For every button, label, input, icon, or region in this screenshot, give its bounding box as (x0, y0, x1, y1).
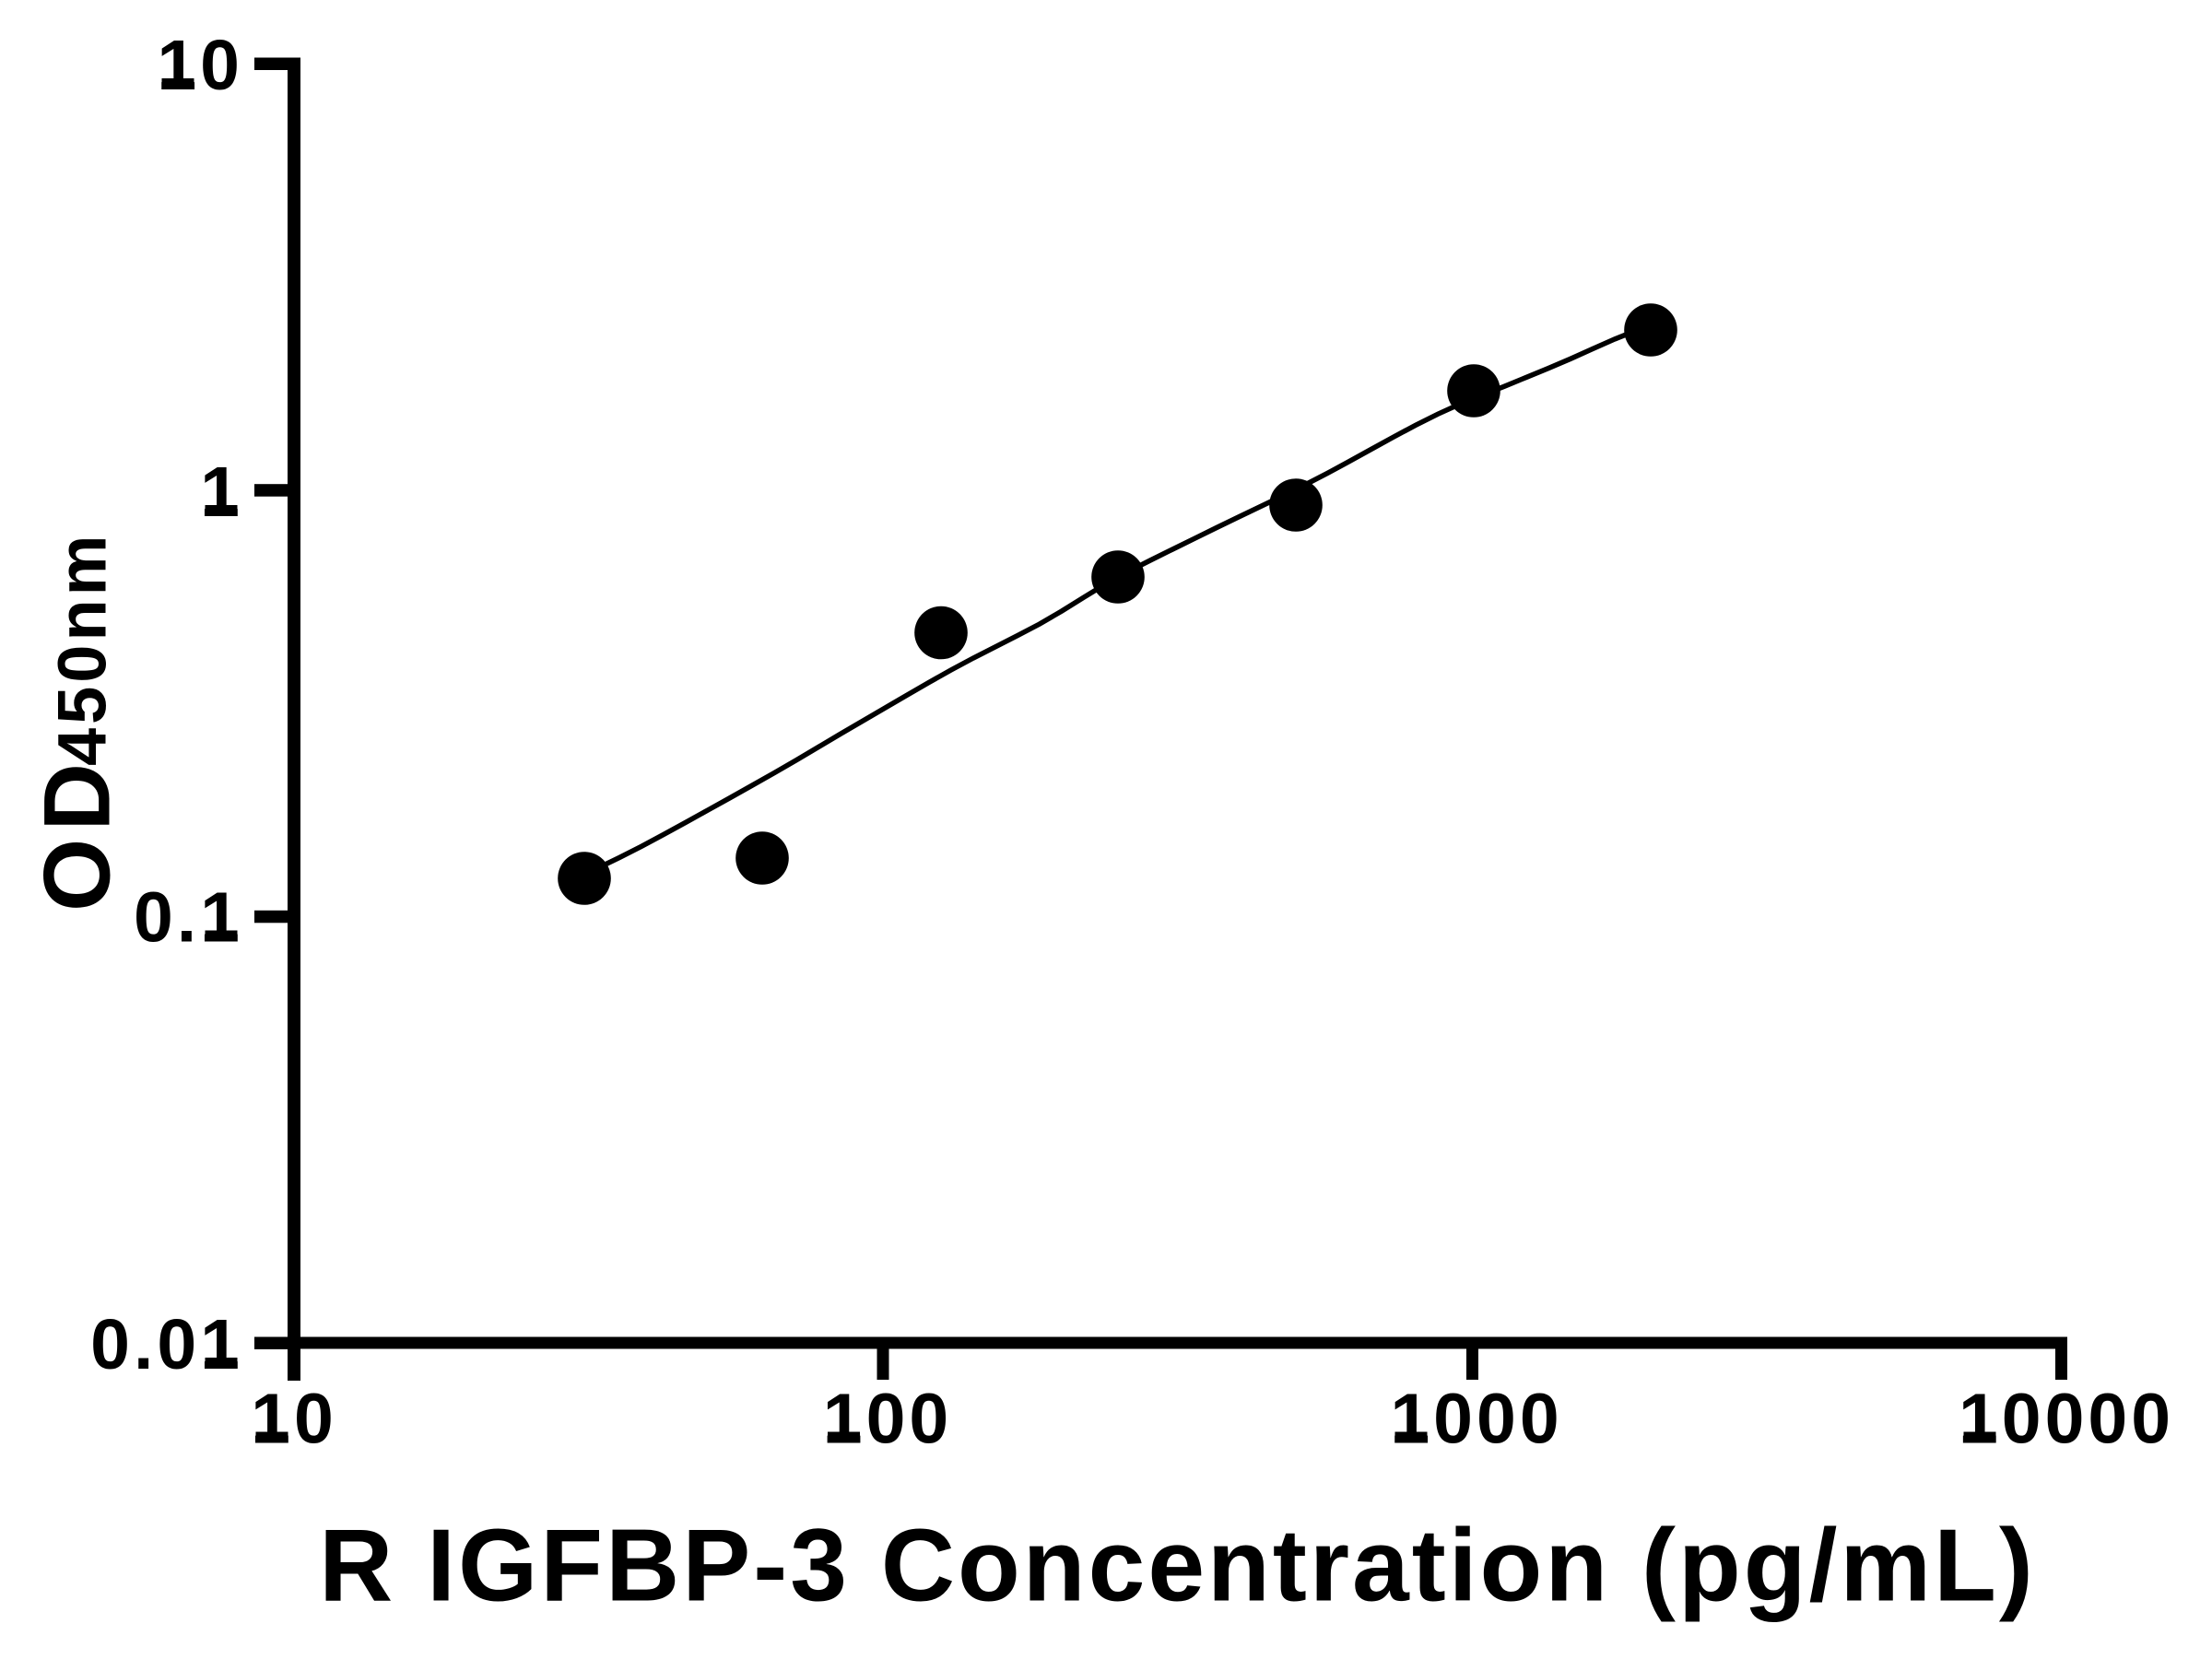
svg-text:0.01: 0.01 (90, 1305, 243, 1384)
svg-text:10: 10 (251, 1380, 337, 1459)
svg-text:R IGFBP-3 Concentration (pg/mL: R IGFBP-3 Concentration (pg/mL) (319, 1509, 2036, 1623)
svg-text:0.1: 0.1 (134, 878, 243, 958)
svg-text:OD450nm: OD450nm (25, 532, 130, 912)
svg-text:1000: 1000 (1390, 1380, 1562, 1459)
svg-text:10000: 10000 (1959, 1380, 2174, 1459)
svg-text:100: 100 (823, 1380, 952, 1459)
svg-text:10: 10 (157, 26, 243, 105)
svg-text:1: 1 (200, 453, 243, 532)
